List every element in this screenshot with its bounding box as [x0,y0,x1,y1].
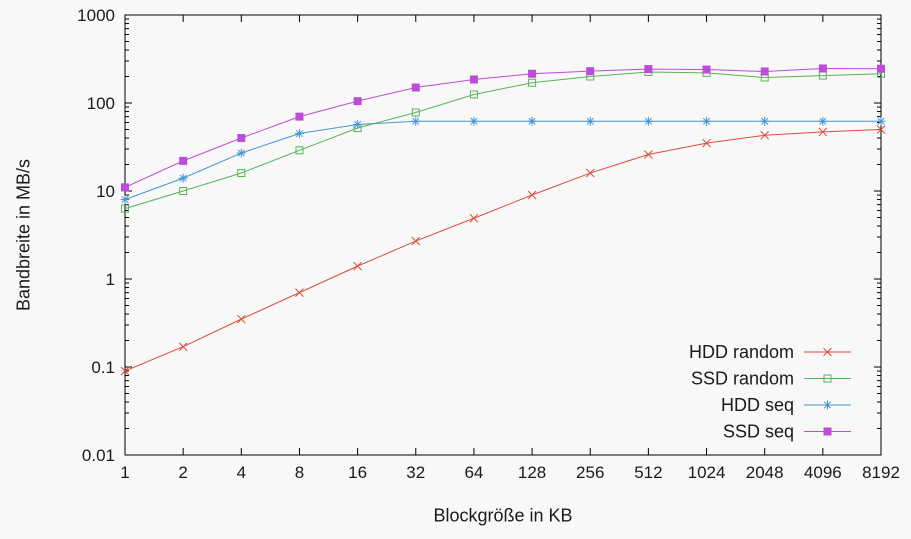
x-tick-label: 16 [348,463,367,482]
x-tick-label: 256 [576,463,604,482]
x-tick-label: 4 [237,463,246,482]
x-tick-label: 512 [634,463,662,482]
x-tick-label: 64 [464,463,483,482]
y-tick-label: 10 [96,182,115,201]
legend-entry-ssd-seq: SSD seq [723,422,851,442]
y-tick-label: 1 [106,270,115,289]
x-tick-label: 32 [406,463,425,482]
axes: 1 2 4 8 16 32 64 128 256 512 1024 2048 4096 8192 0.01 0… [77,6,900,482]
y-tick-label: 0.01 [82,446,115,465]
legend-entry-ssd-random: SSD random [691,369,851,389]
x-tick-label: 2048 [746,463,784,482]
y-axis-title: Bandbreite in MB/s [13,158,34,312]
x-tick-label: 128 [518,463,546,482]
series-hdd-seq [120,116,886,205]
x-tick-label: 2 [178,463,187,482]
legend-label: HDD seq [721,395,794,415]
y-tick-label: 0.1 [91,358,115,377]
legend-entry-hdd-random: HDD random [689,342,851,362]
x-tick-label: 1 [120,463,129,482]
legend-entry-hdd-seq: HDD seq [721,395,851,415]
x-tick-label: 8192 [862,463,900,482]
y-tick-label: 1000 [77,6,115,25]
x-tick-label: 4096 [804,463,842,482]
series-ssd-seq [121,64,885,192]
legend: HDD random SSD random HDD seq SSD seq [689,342,851,442]
series-hdd-random [120,125,886,376]
x-axis-title: Blockgröße in KB [433,505,573,526]
x-tick-label: 1024 [688,463,726,482]
x-tick-label: 8 [295,463,304,482]
legend-label: HDD random [689,342,794,362]
legend-label: SSD seq [723,422,794,442]
legend-label: SSD random [691,369,794,389]
y-tick-label: 100 [87,94,115,113]
